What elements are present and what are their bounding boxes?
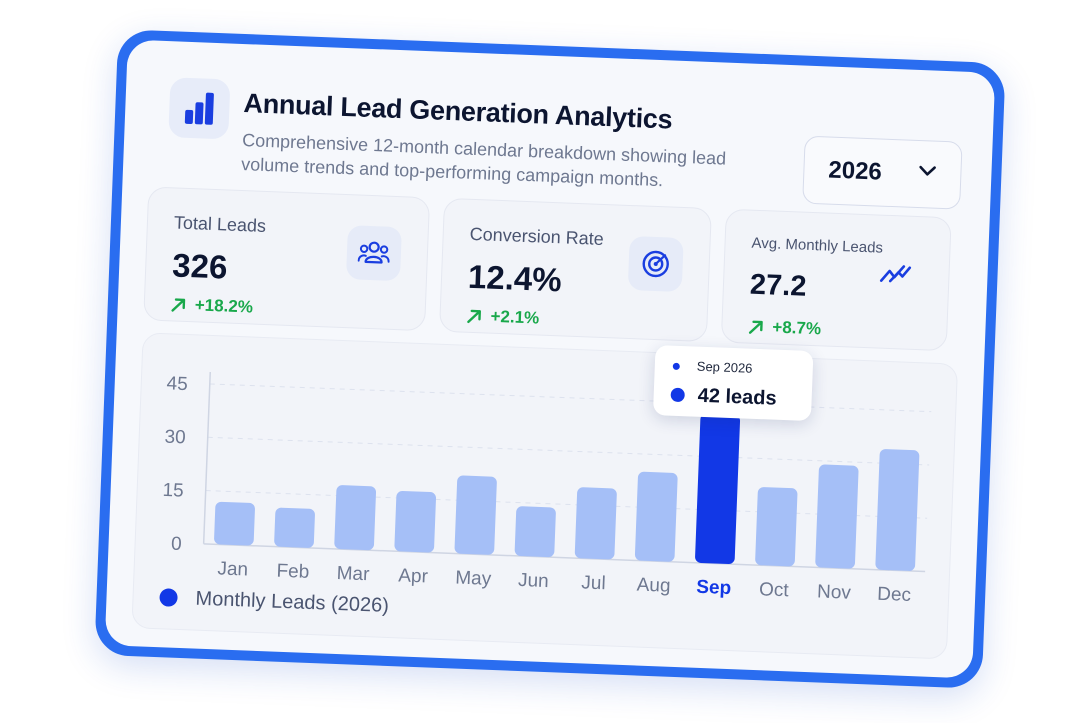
stat-change: +8.7% (748, 317, 821, 340)
x-tick-label: Jan (217, 558, 248, 580)
bar-jan[interactable] (214, 501, 255, 546)
legend-dot (159, 588, 178, 607)
gridline (209, 383, 932, 413)
bar-sep[interactable] (695, 413, 741, 565)
chart-tooltip: Sep 2026 42 leads (652, 345, 814, 422)
x-tick-label: May (455, 568, 492, 590)
chart-legend: Monthly Leads (2026) (159, 586, 389, 617)
year-select-value: 2026 (827, 156, 883, 186)
x-axis (203, 543, 926, 573)
x-tick-label: Oct (759, 579, 790, 601)
x-tick-label: Sep (696, 577, 732, 599)
arrow-up-right-icon (171, 298, 186, 312)
gridline (205, 490, 928, 519)
x-tick-label: Mar (336, 563, 370, 585)
stat-card-conversion-rate: Conversion Rate 12.4% +2.1% (438, 197, 712, 343)
analytics-card: Annual Lead Generation Analytics Compreh… (94, 29, 1006, 689)
stat-label: Total Leads (173, 212, 267, 236)
bar-jun[interactable] (514, 506, 556, 558)
bar-apr[interactable] (394, 490, 437, 553)
y-axis (202, 371, 212, 544)
tooltip-value: 42 leads (697, 384, 778, 410)
y-tick-label: 0 (171, 534, 182, 555)
chevron-down-icon (919, 165, 936, 176)
x-tick-label: Feb (276, 561, 310, 583)
x-tick-label: Apr (398, 565, 429, 587)
tooltip-dot (672, 362, 680, 370)
bar-feb[interactable] (274, 507, 315, 548)
stat-change-value: +8.7% (772, 317, 822, 339)
bar-chart: 0 15 30 45 Jan Feb Mar Apr May Jun Jul Aug Sep Oct Nov… (162, 371, 932, 606)
tooltip-series-dot (670, 387, 685, 403)
card-body: Annual Lead Generation Analytics Compreh… (104, 39, 996, 679)
bar-may[interactable] (454, 475, 497, 555)
chart-panel: 0 15 30 45 Jan Feb Mar Apr May Jun Jul Aug Sep Oct Nov… (131, 332, 959, 660)
bar-jul[interactable] (574, 487, 617, 560)
stat-change-value: +2.1% (490, 306, 540, 328)
stat-change: +18.2% (170, 294, 253, 317)
stat-label: Conversion Rate (469, 223, 605, 249)
bar-dec[interactable] (875, 449, 920, 571)
x-tick-label: Dec (877, 584, 912, 606)
legend-label: Monthly Leads (2026) (195, 587, 390, 617)
year-select[interactable]: 2026 (802, 135, 963, 210)
gridline (207, 436, 930, 466)
stat-card-avg-monthly-leads: Avg. Monthly Leads 27.2 +8.7% (720, 208, 952, 352)
stat-value: 12.4% (467, 257, 563, 299)
y-tick-label: 45 (166, 373, 188, 395)
page-subtitle: Comprehensive 12-month calendar breakdow… (240, 130, 727, 191)
tooltip-title: Sep 2026 (696, 358, 753, 376)
stat-value: 326 (171, 246, 229, 286)
users-icon (345, 225, 402, 282)
y-tick-label: 15 (162, 480, 184, 502)
x-tick-label: Aug (636, 575, 671, 597)
bar-chart-icon (168, 77, 231, 140)
target-icon (627, 235, 684, 293)
stat-value: 27.2 (749, 268, 808, 303)
bar-aug[interactable] (634, 471, 678, 562)
stat-label: Avg. Monthly Leads (751, 234, 884, 257)
stat-card-total-leads: Total Leads 326 +18.2% (143, 186, 431, 332)
bar-oct[interactable] (755, 487, 798, 567)
arrow-up-right-icon (467, 309, 481, 324)
y-tick-label: 30 (164, 427, 186, 449)
arrow-up-right-icon (748, 320, 763, 334)
x-tick-label: Jun (518, 570, 549, 592)
x-tick-label: Nov (817, 581, 852, 603)
page-title: Annual Lead Generation Analytics (243, 88, 673, 135)
trend-icon (868, 245, 924, 301)
bar-mar[interactable] (334, 485, 377, 551)
stat-change-value: +18.2% (194, 295, 254, 317)
x-tick-label: Jul (581, 572, 606, 594)
stat-change: +2.1% (466, 306, 540, 329)
bar-nov[interactable] (815, 464, 859, 569)
